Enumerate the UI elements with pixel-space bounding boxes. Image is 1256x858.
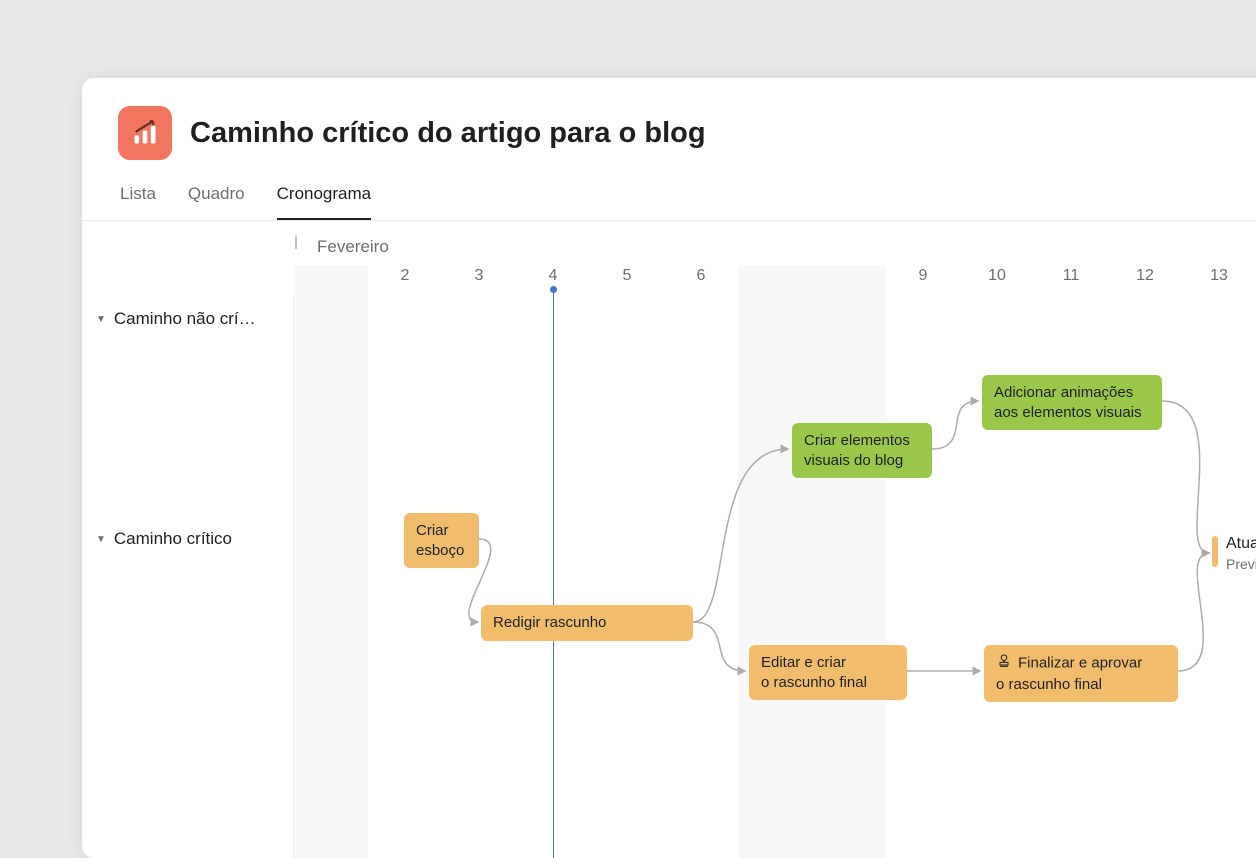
date-cell: 9 — [919, 267, 928, 285]
task-label-line: o rascunho final — [761, 673, 895, 693]
month-label: Fevereiro — [317, 237, 389, 257]
app-window: Caminho crítico do artigo para o blog Li… — [82, 78, 1256, 858]
header: Caminho crítico do artigo para o blog Li… — [82, 78, 1256, 220]
month-tick — [295, 235, 297, 249]
weekend-band — [294, 265, 368, 858]
task-edit[interactable]: Editar e criaro rascunho final — [749, 645, 907, 700]
task-label-line: aos elementos visuais — [994, 403, 1150, 423]
project-icon[interactable] — [118, 106, 172, 160]
task-label-line: Editar e criar — [761, 653, 895, 673]
date-cell: 5 — [623, 267, 632, 285]
sections-sidebar: ▼ Caminho não crí… ▼ Caminho crítico — [82, 295, 294, 858]
dependency-arrow — [1162, 401, 1209, 553]
task-finalize[interactable]: Finalizar e aprovar o rascunho final — [984, 645, 1178, 702]
section-noncritical[interactable]: ▼ Caminho não crí… — [82, 295, 293, 343]
section-label: Caminho não crí… — [114, 309, 256, 329]
task-draft[interactable]: Redigir rascunho — [481, 605, 693, 641]
task-label-line: esboço — [416, 541, 467, 561]
task-label-line: Criar elementos — [804, 431, 920, 451]
dependency-arrow — [932, 401, 978, 449]
milestone-bar-update-blog[interactable] — [1212, 536, 1218, 567]
stamp-icon — [996, 653, 1012, 675]
date-cell: 11 — [1063, 267, 1080, 285]
section-critical[interactable]: ▼ Caminho crítico — [82, 515, 293, 563]
today-marker-dot — [550, 286, 557, 293]
tab-board[interactable]: Quadro — [188, 184, 245, 220]
task-label-line: Finalizar e aprovar — [1018, 655, 1142, 672]
weekend-band — [738, 265, 886, 858]
date-cell: 10 — [988, 267, 1006, 285]
project-title: Caminho crítico do artigo para o blog — [190, 117, 706, 150]
task-label-line: Redigir rascunho — [493, 613, 681, 633]
task-label-line: Adicionar animações — [994, 383, 1150, 403]
task-label-line: o rascunho final — [996, 675, 1166, 695]
chart-trend-icon — [131, 119, 159, 147]
date-cell: 4 — [549, 267, 558, 285]
section-label: Caminho crítico — [114, 529, 232, 549]
date-row: 12345678910111213 — [82, 267, 1256, 295]
task-label-line: visuais do blog — [804, 451, 920, 471]
date-cell: 13 — [1210, 267, 1228, 285]
tab-timeline[interactable]: Cronograma — [277, 184, 372, 220]
milestone-title[interactable]: Atualizar o blo — [1226, 535, 1256, 553]
date-cell: 2 — [401, 267, 410, 285]
chevron-down-icon: ▼ — [96, 314, 106, 325]
tabs: Lista Quadro Cronograma — [118, 184, 1246, 220]
date-cell: 6 — [697, 267, 706, 285]
task-label-line: Criar — [416, 521, 467, 541]
task-animations[interactable]: Adicionar animaçõesaos elementos visuais — [982, 375, 1162, 430]
gantt-area[interactable]: Criar elementosvisuais do blog Adicionar … — [294, 295, 1256, 858]
date-cell: 12 — [1136, 267, 1154, 285]
tab-list[interactable]: Lista — [120, 184, 156, 220]
title-row: Caminho crítico do artigo para o blog — [118, 106, 1246, 160]
task-visuals[interactable]: Criar elementosvisuais do blog — [792, 423, 932, 478]
timeline-area: Fevereiro Ho 12345678910111213 ▼Caminho … — [82, 221, 1256, 858]
today-marker-line — [553, 289, 554, 858]
task-outline[interactable]: Criaresboço — [404, 513, 479, 568]
date-cell: 3 — [475, 267, 484, 285]
chevron-down-icon: ▼ — [96, 534, 106, 545]
dependency-arrow — [1178, 553, 1209, 671]
milestone-subtitle: Previsto para 25 o — [1226, 556, 1256, 572]
